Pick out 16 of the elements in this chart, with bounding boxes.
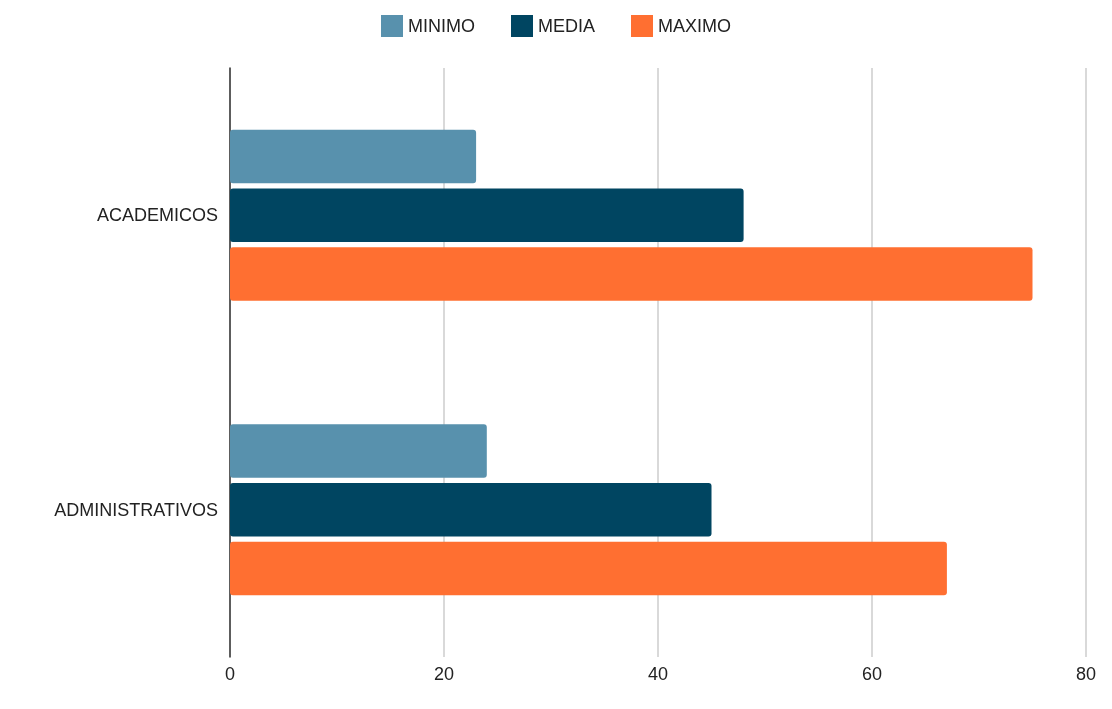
- y-tick-label: ADMINISTRATIVOS: [54, 499, 218, 520]
- x-tick-label: 0: [224, 664, 236, 684]
- bar: [230, 188, 744, 242]
- legend-label: MEDIA: [537, 16, 596, 36]
- bar: [230, 424, 487, 478]
- legend-label: MINIMO: [408, 16, 475, 36]
- x-tick-label: 20: [433, 664, 455, 684]
- bar: [230, 483, 712, 537]
- x-tick-label: 40: [647, 664, 669, 684]
- bar: [230, 247, 1033, 301]
- bar: [230, 541, 947, 596]
- y-tick-label: ACADEMICOS: [96, 205, 218, 226]
- legend-label: MAXIMO: [658, 16, 732, 36]
- x-tick-label: 80: [1075, 664, 1097, 684]
- x-tick-label: 60: [861, 664, 883, 684]
- bar: [230, 129, 477, 184]
